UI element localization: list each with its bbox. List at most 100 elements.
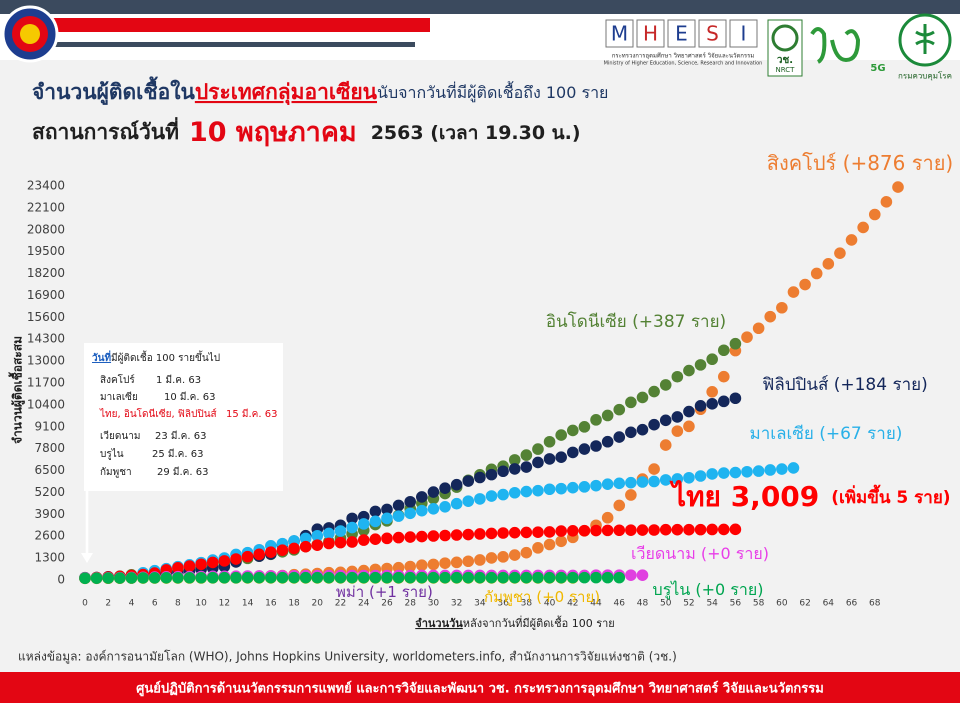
x-tick-label: 10	[195, 599, 207, 609]
data-point	[416, 530, 428, 543]
data-point	[590, 440, 602, 452]
data-point	[323, 537, 335, 550]
data-point	[683, 471, 695, 484]
data-point	[717, 370, 730, 383]
series-label: เวียดนาม (+0 ราย)	[631, 544, 769, 563]
data-point	[381, 571, 393, 584]
x-tick-label: 26	[381, 599, 393, 609]
mhesi-box	[605, 19, 634, 48]
x-tick-label: 62	[799, 599, 810, 609]
data-point	[857, 221, 869, 234]
data-point	[485, 571, 498, 584]
y-tick-label: 18200	[27, 266, 65, 280]
box-date: 23 มี.ค. 63	[155, 430, 206, 442]
data-point	[369, 505, 382, 518]
data-point	[683, 364, 695, 377]
data-point	[485, 552, 498, 564]
data-point	[462, 495, 475, 507]
data-point	[601, 571, 614, 584]
data-point	[346, 536, 358, 548]
data-point	[427, 530, 440, 542]
data-point	[288, 542, 300, 555]
data-point	[276, 544, 289, 556]
box-country: ไทย, อินโดนีเซีย, ฟิลิปปินส์	[99, 407, 217, 420]
data-point	[195, 558, 207, 571]
ddc-emblem	[915, 24, 935, 54]
data-point	[892, 181, 904, 193]
data-point	[764, 310, 777, 323]
data-point	[357, 534, 370, 546]
data-point	[311, 529, 324, 542]
data-point	[776, 301, 788, 314]
data-point	[567, 446, 579, 459]
data-point	[369, 533, 382, 546]
data-point	[392, 510, 405, 522]
x-tick-label: 46	[614, 599, 626, 609]
data-point	[369, 571, 382, 584]
series-name: อินโดนีเซีย (+387 ราย)	[546, 311, 726, 332]
data-point	[659, 474, 672, 486]
data-point	[787, 286, 800, 298]
data-point	[462, 475, 475, 487]
data-point	[717, 467, 730, 479]
data-point	[764, 464, 777, 476]
data-point	[183, 571, 196, 584]
data-point	[520, 449, 533, 461]
data-point	[648, 475, 660, 488]
x-tick-label: 48	[637, 599, 649, 609]
data-point	[613, 477, 626, 490]
data-point	[381, 532, 393, 545]
series-name: ฟิลิปปินส์ (+184 ราย)	[762, 375, 927, 395]
data-point	[404, 560, 417, 573]
data-point	[125, 572, 138, 584]
data-point	[822, 258, 835, 270]
data-point	[567, 481, 579, 494]
data-point	[427, 558, 440, 571]
data-point	[717, 395, 730, 408]
data-point	[206, 556, 219, 569]
x-tick-label: 8	[175, 599, 181, 609]
box-date: 25 มี.ค. 63	[152, 448, 203, 460]
data-point	[148, 572, 161, 584]
arrow-head	[81, 553, 93, 563]
mhesi-box	[729, 19, 758, 48]
y-tick-label: 19500	[27, 244, 65, 258]
x-tick-label: 18	[288, 599, 300, 609]
data-point	[253, 571, 266, 584]
data-point	[497, 465, 509, 478]
data-point	[497, 571, 509, 584]
data-point	[346, 521, 358, 534]
x-tick-label: 12	[219, 599, 230, 609]
fiveg-logo	[810, 27, 861, 64]
data-point	[474, 493, 486, 505]
y-tick-label: 14300	[27, 332, 65, 346]
x-tick-label: 60	[776, 599, 788, 609]
x-tick-label: 34	[474, 599, 486, 609]
box-title-part: มีผู้ติดเชื้อ 100 รายขึ้นไป	[111, 350, 220, 364]
data-point	[288, 571, 300, 584]
data-point	[241, 571, 254, 584]
y-tick-label: 5200	[34, 485, 65, 499]
data-point	[183, 560, 196, 572]
data-point	[578, 571, 591, 584]
data-point	[834, 247, 846, 259]
y-tick-label: 6500	[34, 463, 65, 477]
data-point	[346, 512, 358, 525]
data-point	[392, 531, 405, 544]
x-tick-label: 58	[753, 599, 765, 609]
data-point	[659, 414, 672, 427]
x-tick-label: 52	[683, 599, 694, 609]
series-name: มาเลเซีย (+67 ราย)	[750, 424, 903, 444]
data-point	[462, 528, 475, 541]
data-point	[648, 524, 660, 536]
data-point	[543, 483, 556, 496]
y-tick-label: 16900	[27, 288, 65, 302]
x-label-part: หลังจากวันที่มีผู้ติดเชื้อ 100 ราย	[463, 615, 615, 630]
box-date: 10 มี.ค. 63	[164, 391, 215, 403]
data-point	[416, 571, 428, 584]
data-point	[613, 403, 626, 416]
series-label: บรูไน (+0 ราย)	[653, 580, 764, 600]
data-point	[532, 542, 544, 554]
series-label: อินโดนีเซีย (+387 ราย)	[546, 311, 726, 332]
x-tick-label: 54	[706, 599, 718, 609]
